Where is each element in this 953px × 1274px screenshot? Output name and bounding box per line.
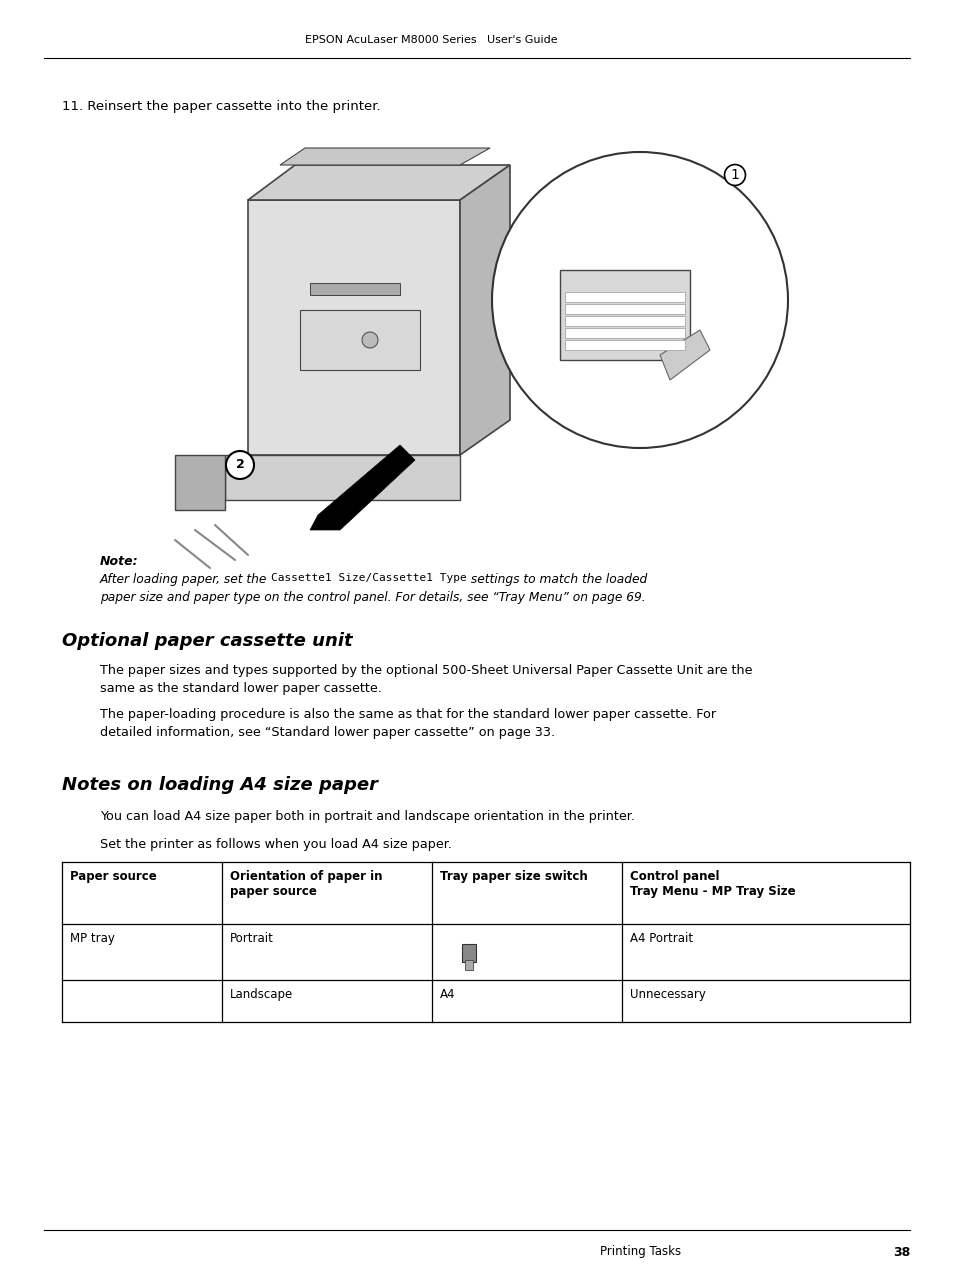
Polygon shape — [248, 200, 459, 455]
Polygon shape — [299, 310, 419, 369]
Text: Cassette1 Size/Cassette1 Type: Cassette1 Size/Cassette1 Type — [271, 573, 467, 583]
Bar — [310, 283, 399, 296]
Text: Set the printer as follows when you load A4 size paper.: Set the printer as follows when you load… — [100, 838, 452, 851]
Text: Optional paper cassette unit: Optional paper cassette unit — [62, 632, 353, 650]
Text: 38: 38 — [892, 1246, 909, 1259]
Text: Landscape: Landscape — [230, 989, 293, 1001]
Bar — [564, 304, 684, 313]
Text: MP tray: MP tray — [70, 933, 114, 945]
Bar — [559, 270, 689, 361]
Polygon shape — [225, 455, 459, 499]
Text: 11. Reinsert the paper cassette into the printer.: 11. Reinsert the paper cassette into the… — [62, 99, 380, 113]
Text: Note:: Note: — [100, 555, 138, 568]
Polygon shape — [310, 445, 415, 530]
Text: detailed information, see “Standard lower paper cassette” on page 33.: detailed information, see “Standard lowe… — [100, 726, 555, 739]
Polygon shape — [174, 455, 225, 510]
Bar — [564, 316, 684, 326]
Bar — [564, 292, 684, 302]
Bar — [464, 961, 473, 970]
Bar — [564, 340, 684, 350]
Text: Notes on loading A4 size paper: Notes on loading A4 size paper — [62, 776, 377, 794]
Text: paper size and paper type on the control panel. For details, see “Tray Menu” on : paper size and paper type on the control… — [100, 591, 645, 604]
Text: 2: 2 — [235, 459, 244, 471]
Text: A4: A4 — [439, 989, 455, 1001]
Text: Portrait: Portrait — [230, 933, 274, 945]
Text: 1: 1 — [730, 168, 739, 182]
Bar — [564, 327, 684, 338]
Text: The paper sizes and types supported by the optional 500-Sheet Universal Paper Ca: The paper sizes and types supported by t… — [100, 664, 752, 676]
Text: You can load A4 size paper both in portrait and landscape orientation in the pri: You can load A4 size paper both in portr… — [100, 810, 635, 823]
Bar — [461, 944, 476, 962]
Text: After loading paper, set the: After loading paper, set the — [100, 573, 271, 586]
Circle shape — [492, 152, 787, 448]
Circle shape — [361, 333, 377, 348]
Text: Printing Tasks: Printing Tasks — [599, 1246, 680, 1259]
Text: The paper-loading procedure is also the same as that for the standard lower pape: The paper-loading procedure is also the … — [100, 708, 716, 721]
Text: Control panel
Tray Menu - MP Tray Size: Control panel Tray Menu - MP Tray Size — [629, 870, 795, 898]
Text: Orientation of paper in
paper source: Orientation of paper in paper source — [230, 870, 382, 898]
Circle shape — [226, 451, 253, 479]
Text: Tray paper size switch: Tray paper size switch — [439, 870, 587, 883]
Text: Paper source: Paper source — [70, 870, 156, 883]
Text: same as the standard lower paper cassette.: same as the standard lower paper cassett… — [100, 682, 381, 696]
Text: settings to match the loaded: settings to match the loaded — [467, 573, 646, 586]
Polygon shape — [459, 166, 510, 455]
Polygon shape — [280, 148, 490, 166]
Text: EPSON AcuLaser M8000 Series: EPSON AcuLaser M8000 Series — [305, 34, 476, 45]
Polygon shape — [659, 330, 709, 380]
Text: User's Guide: User's Guide — [486, 34, 558, 45]
Text: Unnecessary: Unnecessary — [629, 989, 705, 1001]
Text: A4 Portrait: A4 Portrait — [629, 933, 693, 945]
Polygon shape — [248, 166, 510, 200]
